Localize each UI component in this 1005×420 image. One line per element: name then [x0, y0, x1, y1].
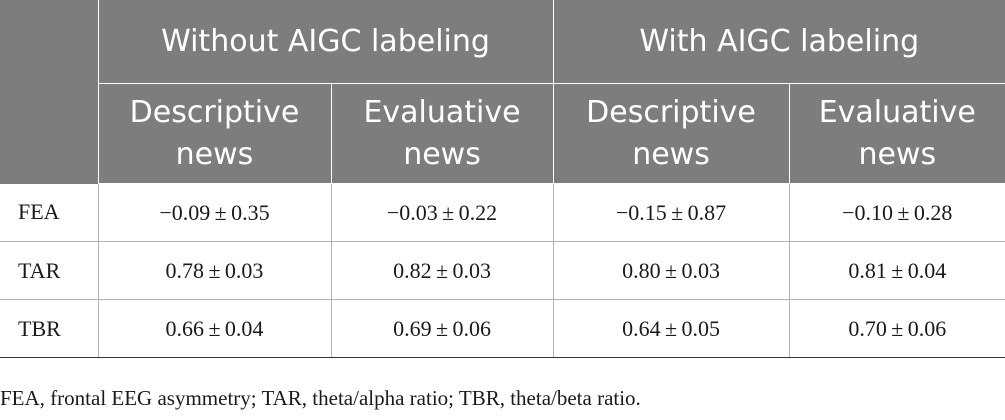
corner-cell [0, 0, 99, 184]
sub-header-descriptive-news: Descriptive news [553, 83, 790, 184]
table-cell: −0.15 ± 0.87 [553, 183, 790, 242]
row-label: TAR [0, 241, 99, 300]
row-label: TBR [0, 299, 99, 358]
table-cell: 0.81 ± 0.04 [789, 241, 1005, 300]
group-header-without-aigc: Without AIGC labeling [98, 0, 554, 84]
table-footnote: FEA, frontal EEG asymmetry; TAR, theta/a… [0, 386, 641, 410]
results-table: Without AIGC labeling With AIGC labeling… [0, 0, 1005, 358]
table-cell: −0.03 ± 0.22 [331, 183, 554, 242]
table-header: Without AIGC labeling With AIGC labeling… [0, 0, 1005, 184]
group-header-row: Without AIGC labeling With AIGC labeling [0, 0, 1005, 184]
table-cell: 0.82 ± 0.03 [331, 241, 554, 300]
table-cell: 0.80 ± 0.03 [553, 241, 790, 300]
sub-header-descriptive-news: Descriptive news [98, 83, 332, 184]
table-cell: 0.66 ± 0.04 [98, 299, 332, 358]
table-cell: −0.10 ± 0.28 [789, 183, 1005, 242]
group-header-with-aigc: With AIGC labeling [553, 0, 1005, 84]
sub-header-evaluative-news: Evaluative news [331, 83, 554, 184]
table-cell: −0.09 ± 0.35 [98, 183, 332, 242]
table-row: TBR 0.66 ± 0.04 0.69 ± 0.06 0.64 ± 0.05 … [0, 299, 1005, 358]
table-row: TAR 0.78 ± 0.03 0.82 ± 0.03 0.80 ± 0.03 … [0, 241, 1005, 300]
table-body: FEA −0.09 ± 0.35 −0.03 ± 0.22 −0.15 ± 0.… [0, 183, 1005, 358]
table-row: FEA −0.09 ± 0.35 −0.03 ± 0.22 −0.15 ± 0.… [0, 183, 1005, 242]
table-cell: 0.78 ± 0.03 [98, 241, 332, 300]
sub-header-row: Descriptive news Evaluative news Descrip… [0, 83, 1005, 184]
table-cell: 0.69 ± 0.06 [331, 299, 554, 358]
sub-header-evaluative-news: Evaluative news [789, 83, 1005, 184]
table-cell: 0.64 ± 0.05 [553, 299, 790, 358]
table-cell: 0.70 ± 0.06 [789, 299, 1005, 358]
row-label: FEA [0, 183, 99, 242]
